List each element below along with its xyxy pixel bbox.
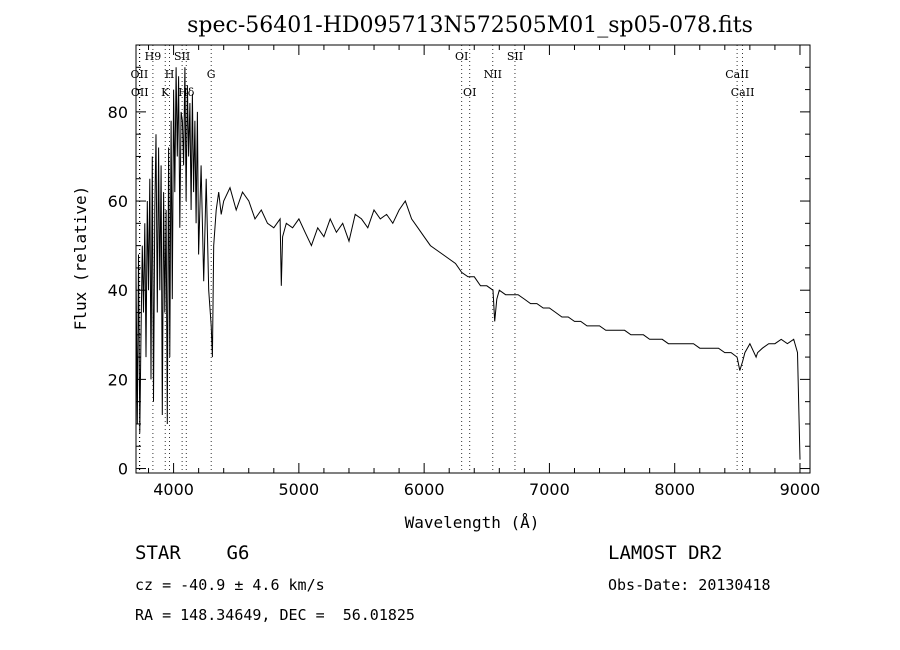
ra-dec-coordinates: RA = 148.34649, DEC = 56.01825	[135, 606, 415, 624]
y-tick-label: 20	[108, 370, 128, 389]
x-tick-label: 8000	[654, 480, 695, 499]
spectral-line-label: H9	[145, 50, 162, 63]
x-tick-label: 4000	[153, 480, 194, 499]
chart-title: spec-56401-HD095713N572505M01_sp05-078.f…	[187, 13, 753, 38]
spectral-line-label: OII	[131, 86, 149, 99]
spectral-line-label: SII	[174, 50, 190, 63]
x-tick-label: 6000	[404, 480, 445, 499]
object-class: STAR G6	[135, 542, 250, 564]
spectral-line-label: OI	[463, 86, 476, 99]
y-tick-label: 40	[108, 281, 128, 300]
y-tick-label: 60	[108, 192, 128, 211]
spectral-line-label: NII	[484, 68, 502, 81]
spectral-line-label: H	[165, 68, 175, 81]
x-tick-label: 5000	[279, 480, 320, 499]
spectral-line-label: K	[161, 86, 170, 99]
spectral-line-label: Hδ	[178, 86, 195, 99]
spectral-line-label: SII	[507, 50, 523, 63]
spectral-line-label: G	[207, 68, 216, 81]
spectral-line-label: OII	[131, 68, 149, 81]
y-axis-label: Flux (relative)	[71, 186, 90, 331]
y-tick-label: 80	[108, 103, 128, 122]
x-tick-label: 7000	[529, 480, 570, 499]
x-tick-label: 9000	[780, 480, 821, 499]
spectral-line-label: CaII	[731, 86, 755, 99]
plot-frame	[135, 44, 811, 474]
observation-date: Obs-Date: 20130418	[608, 576, 771, 594]
y-tick-label: 0	[118, 460, 128, 479]
spectral-line-label: OI	[455, 50, 468, 63]
plot-area: OII OII H9 KH SII Hδ G OI OI NII SII CaII CaII 4000 50…	[108, 44, 821, 499]
survey-label: LAMOST DR2	[608, 542, 723, 564]
redshift-velocity: cz = -40.9 ± 4.6 km/s	[135, 576, 325, 594]
x-axis-label: Wavelength (Å)	[405, 513, 540, 532]
spectrum-series-line	[135, 67, 801, 460]
spectral-line-label: CaII	[725, 68, 749, 81]
